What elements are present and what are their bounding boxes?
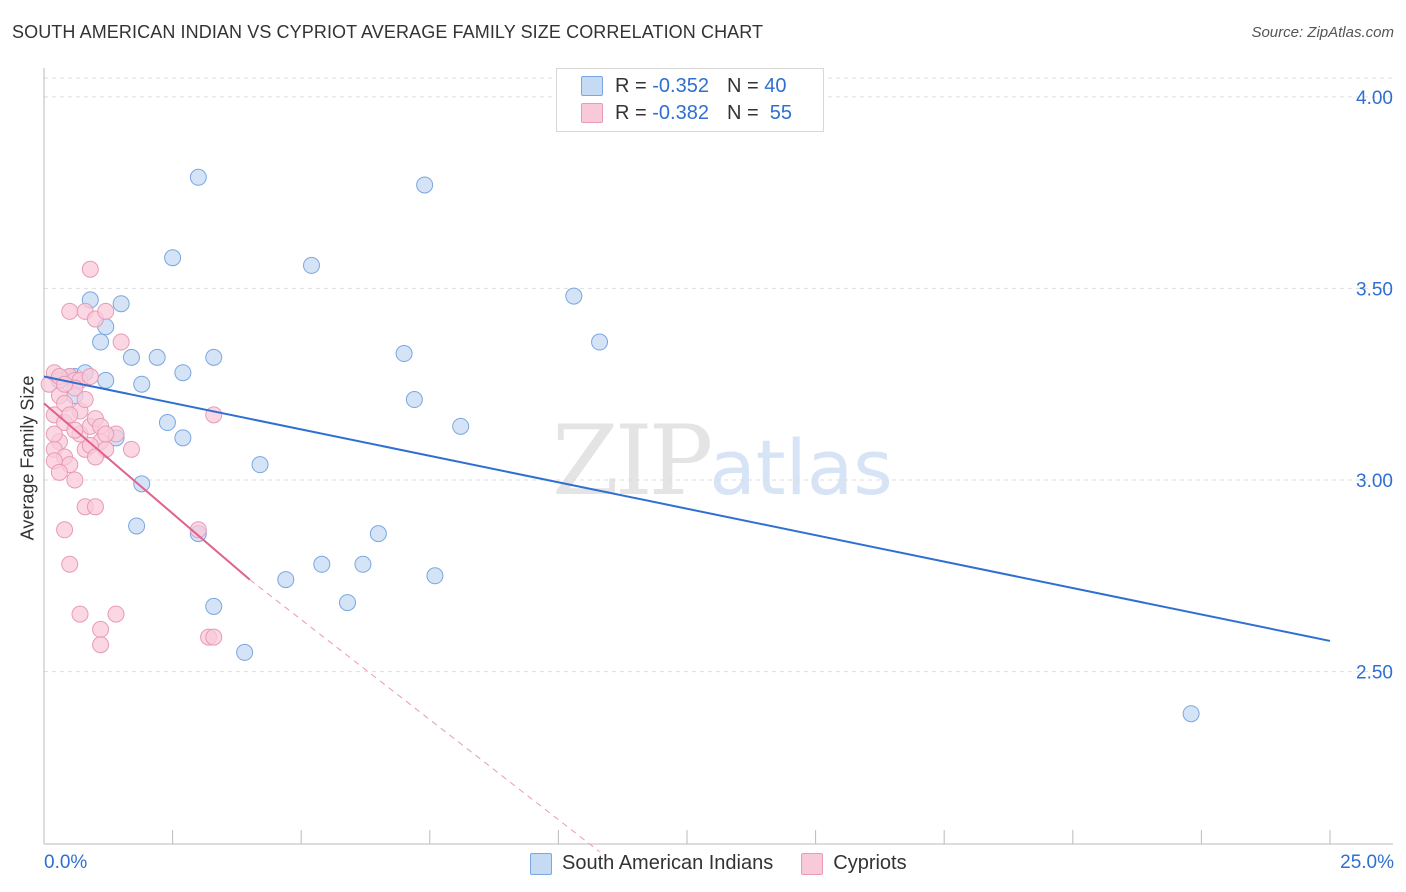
point-cypriot — [50, 463, 68, 481]
point-south-american-indian — [128, 517, 146, 535]
point-south-american-indian — [148, 348, 166, 366]
point-south-american-indian — [426, 567, 444, 585]
stats-legend: R = -0.352 N = 40 R = -0.382 N = 55 — [556, 68, 824, 132]
point-south-american-indian — [302, 256, 320, 274]
point-cypriot — [61, 406, 79, 424]
point-south-american-indian — [133, 475, 151, 493]
y-axis-label: Average Family Size — [17, 375, 38, 541]
point-cypriot — [86, 448, 104, 466]
legend-n-value: 55 — [769, 101, 793, 124]
point-south-american-indian — [405, 391, 423, 409]
point-south-american-indian — [369, 525, 387, 543]
point-cypriot — [97, 302, 115, 320]
point-south-american-indian — [1182, 705, 1200, 723]
point-south-american-indian — [251, 456, 269, 474]
point-cypriot — [107, 605, 125, 623]
legend-square-blue — [530, 852, 552, 875]
point-south-american-indian — [112, 295, 130, 313]
y-tick-label: 3.50 — [1356, 279, 1393, 300]
legend-swatch-pink — [581, 103, 603, 123]
point-south-american-indian — [205, 597, 223, 615]
trendline-pink-extension — [249, 579, 600, 853]
legend-n-label: N = — [726, 74, 759, 97]
point-cypriot — [81, 260, 99, 278]
point-cypriot — [61, 555, 79, 573]
y-tick-label: 2.50 — [1356, 663, 1393, 684]
legend-r-value: -0.352 — [652, 74, 709, 97]
legend-item-south-american-indians: South American Indians — [530, 852, 773, 875]
point-south-american-indian — [236, 643, 254, 661]
chart-title: SOUTH AMERICAN INDIAN VS CYPRIOT AVERAGE… — [12, 22, 764, 42]
point-cypriot — [56, 521, 74, 539]
legend-label: Cypriots — [833, 852, 907, 874]
x-tick-label-max: 25.0% — [1340, 852, 1394, 873]
point-cypriot — [92, 620, 110, 638]
point-south-american-indian — [164, 249, 182, 267]
legend-square-pink — [801, 852, 824, 875]
point-cypriot — [97, 425, 115, 443]
point-cypriot — [76, 391, 94, 409]
legend-r-label: R = — [615, 74, 647, 97]
point-south-american-indian — [354, 555, 372, 573]
point-cypriot — [66, 471, 84, 489]
legend-swatch-blue — [581, 76, 603, 96]
point-south-american-indian — [158, 414, 176, 432]
legend-item-cypriots: Cypriots — [801, 852, 907, 875]
point-south-american-indian — [277, 571, 295, 589]
point-south-american-indian — [338, 594, 356, 612]
trendline-pink — [43, 402, 251, 581]
point-south-american-indian — [174, 364, 192, 382]
watermark-atlas: atlas — [709, 423, 893, 512]
trendline-blue — [43, 375, 1331, 642]
point-cypriot — [45, 425, 63, 443]
point-south-american-indian — [122, 348, 140, 366]
point-south-american-indian — [133, 375, 151, 393]
y-tick-label: 4.00 — [1356, 88, 1393, 109]
point-south-american-indian — [591, 333, 609, 351]
point-south-american-indian — [395, 345, 413, 363]
point-south-american-indian — [416, 176, 434, 194]
legend-row-blue: R = -0.352 N = 40 — [581, 75, 786, 97]
legend-n-value: 40 — [764, 74, 787, 97]
legend-n-label: N = — [726, 101, 759, 124]
point-cypriot — [122, 440, 140, 458]
point-cypriot — [92, 636, 110, 654]
point-south-american-indian — [452, 417, 470, 435]
point-south-american-indian — [97, 371, 115, 389]
point-cypriot — [81, 368, 99, 386]
x-tick-label-min: 0.0% — [44, 852, 88, 873]
point-south-american-indian — [313, 555, 331, 573]
legend-r-value: -0.382 — [652, 101, 709, 124]
point-south-american-indian — [92, 333, 110, 351]
point-cypriot — [86, 498, 104, 516]
point-south-american-indian — [205, 348, 223, 366]
point-cypriot — [205, 628, 223, 646]
point-south-american-indian — [189, 168, 207, 186]
legend-row-pink: R = -0.382 N = 55 — [581, 102, 792, 124]
legend-label: South American Indians — [562, 852, 774, 874]
source-label: Source: ZipAtlas.com — [1251, 24, 1394, 41]
y-tick-label: 3.00 — [1356, 471, 1393, 492]
point-cypriot — [71, 605, 89, 623]
point-south-american-indian — [565, 287, 583, 305]
point-cypriot — [61, 302, 79, 320]
series-legend: South American Indians Cypriots — [530, 852, 935, 875]
legend-r-label: R = — [615, 101, 647, 124]
point-south-american-indian — [174, 429, 192, 447]
point-cypriot — [205, 406, 223, 424]
point-cypriot — [112, 333, 130, 351]
